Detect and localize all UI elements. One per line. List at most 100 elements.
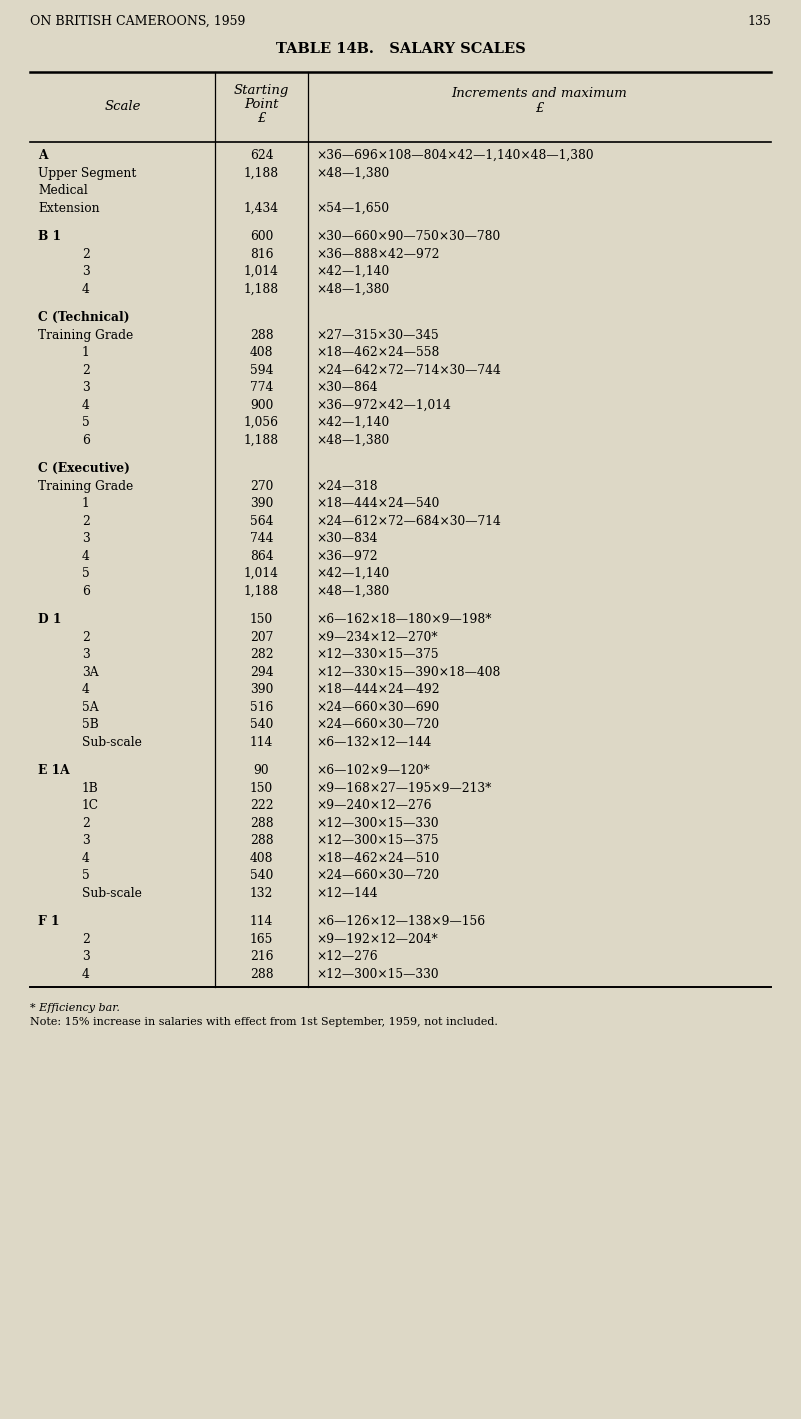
- Text: D 1: D 1: [38, 613, 62, 626]
- Text: ×18—444×24—492: ×18—444×24—492: [316, 684, 440, 697]
- Text: 3: 3: [82, 532, 90, 545]
- Text: ×9—192×12—204*: ×9—192×12—204*: [316, 932, 438, 945]
- Text: 1,188: 1,188: [244, 434, 279, 447]
- Text: E 1A: E 1A: [38, 765, 70, 778]
- Text: 5: 5: [82, 568, 90, 580]
- Text: ×30—864: ×30—864: [316, 382, 377, 394]
- Text: £: £: [257, 112, 266, 125]
- Text: 900: 900: [250, 399, 273, 412]
- Text: ×36—972×42—1,014: ×36—972×42—1,014: [316, 399, 451, 412]
- Text: 624: 624: [250, 149, 273, 162]
- Text: 4: 4: [82, 549, 90, 563]
- Text: ×9—168×27—195×9—213*: ×9—168×27—195×9—213*: [316, 782, 491, 795]
- Text: £: £: [535, 102, 544, 115]
- Text: 564: 564: [250, 515, 273, 528]
- Text: 132: 132: [250, 887, 273, 900]
- Text: ×24—318: ×24—318: [316, 480, 377, 492]
- Text: 5B: 5B: [82, 718, 99, 731]
- Text: 2: 2: [82, 363, 90, 377]
- Text: 270: 270: [250, 480, 273, 492]
- Text: 114: 114: [250, 735, 273, 749]
- Text: 390: 390: [250, 684, 273, 697]
- Text: 282: 282: [250, 648, 273, 661]
- Text: 150: 150: [250, 613, 273, 626]
- Text: 6: 6: [82, 434, 90, 447]
- Text: Note: 15% increase in salaries with effect from 1st September, 1959, not include: Note: 15% increase in salaries with effe…: [30, 1017, 498, 1027]
- Text: 516: 516: [250, 701, 273, 714]
- Text: 774: 774: [250, 382, 273, 394]
- Text: ×12—300×15—330: ×12—300×15—330: [316, 968, 439, 981]
- Text: 1: 1: [82, 497, 90, 511]
- Text: 2: 2: [82, 932, 90, 945]
- Text: 3: 3: [82, 648, 90, 661]
- Text: 216: 216: [250, 951, 273, 964]
- Text: 5A: 5A: [82, 701, 99, 714]
- Text: 2: 2: [82, 817, 90, 830]
- Text: ×18—462×24—558: ×18—462×24—558: [316, 346, 440, 359]
- Text: ×30—834: ×30—834: [316, 532, 377, 545]
- Text: TABLE 14B.   SALARY SCALES: TABLE 14B. SALARY SCALES: [276, 43, 525, 55]
- Text: ×9—234×12—270*: ×9—234×12—270*: [316, 631, 437, 644]
- Text: 540: 540: [250, 718, 273, 731]
- Text: ×24—660×30—720: ×24—660×30—720: [316, 718, 439, 731]
- Text: Medical: Medical: [38, 184, 88, 197]
- Text: ×12—276: ×12—276: [316, 951, 377, 964]
- Text: ×36—888×42—972: ×36—888×42—972: [316, 248, 440, 261]
- Text: 3: 3: [82, 834, 90, 847]
- Text: ×36—696×108—804×42—1,140×48—1,380: ×36—696×108—804×42—1,140×48—1,380: [316, 149, 594, 162]
- Text: 207: 207: [250, 631, 273, 644]
- Text: ×54—1,650: ×54—1,650: [316, 201, 389, 214]
- Text: 5: 5: [82, 870, 90, 883]
- Text: F 1: F 1: [38, 915, 59, 928]
- Text: ON BRITISH CAMEROONS, 1959: ON BRITISH CAMEROONS, 1959: [30, 16, 245, 28]
- Text: ×30—660×90—750×30—780: ×30—660×90—750×30—780: [316, 230, 501, 243]
- Text: 165: 165: [250, 932, 273, 945]
- Text: 4: 4: [82, 399, 90, 412]
- Text: Upper Segment: Upper Segment: [38, 167, 136, 180]
- Text: ×12—300×15—330: ×12—300×15—330: [316, 817, 439, 830]
- Text: Extension: Extension: [38, 201, 99, 214]
- Text: 3: 3: [82, 265, 90, 278]
- Text: 1C: 1C: [82, 799, 99, 812]
- Text: ×6—126×12—138×9—156: ×6—126×12—138×9—156: [316, 915, 485, 928]
- Text: ×9—240×12—276: ×9—240×12—276: [316, 799, 432, 812]
- Text: ×42—1,140: ×42—1,140: [316, 265, 389, 278]
- Text: 288: 288: [250, 834, 273, 847]
- Text: 4: 4: [82, 851, 90, 864]
- Text: 540: 540: [250, 870, 273, 883]
- Text: ×12—330×15—375: ×12—330×15—375: [316, 648, 439, 661]
- Text: 90: 90: [254, 765, 269, 778]
- Text: 1,056: 1,056: [244, 416, 279, 430]
- Text: 390: 390: [250, 497, 273, 511]
- Text: 2: 2: [82, 515, 90, 528]
- Text: A: A: [38, 149, 47, 162]
- Text: ×24—660×30—690: ×24—660×30—690: [316, 701, 439, 714]
- Text: 114: 114: [250, 915, 273, 928]
- Text: 1,434: 1,434: [244, 201, 279, 214]
- Text: Sub-scale: Sub-scale: [82, 887, 142, 900]
- Text: C (Executive): C (Executive): [38, 463, 130, 475]
- Text: 288: 288: [250, 817, 273, 830]
- Text: 4: 4: [82, 684, 90, 697]
- Text: Point: Point: [244, 98, 279, 111]
- Text: ×24—612×72—684×30—714: ×24—612×72—684×30—714: [316, 515, 501, 528]
- Text: ×48—1,380: ×48—1,380: [316, 585, 389, 597]
- Text: Starting: Starting: [234, 84, 289, 96]
- Text: 1,188: 1,188: [244, 585, 279, 597]
- Text: 864: 864: [250, 549, 273, 563]
- Text: Training Grade: Training Grade: [38, 480, 133, 492]
- Text: 3: 3: [82, 951, 90, 964]
- Text: 1B: 1B: [82, 782, 99, 795]
- Text: 1,014: 1,014: [244, 568, 279, 580]
- Text: ×48—1,380: ×48—1,380: [316, 167, 389, 180]
- Text: 408: 408: [250, 851, 273, 864]
- Text: ×6—102×9—120*: ×6—102×9—120*: [316, 765, 430, 778]
- Text: 408: 408: [250, 346, 273, 359]
- Text: * Efficiency bar.: * Efficiency bar.: [30, 1003, 120, 1013]
- Text: ×18—444×24—540: ×18—444×24—540: [316, 497, 440, 511]
- Text: 816: 816: [250, 248, 273, 261]
- Text: 594: 594: [250, 363, 273, 377]
- Text: ×42—1,140: ×42—1,140: [316, 416, 389, 430]
- Text: B 1: B 1: [38, 230, 61, 243]
- Text: 150: 150: [250, 782, 273, 795]
